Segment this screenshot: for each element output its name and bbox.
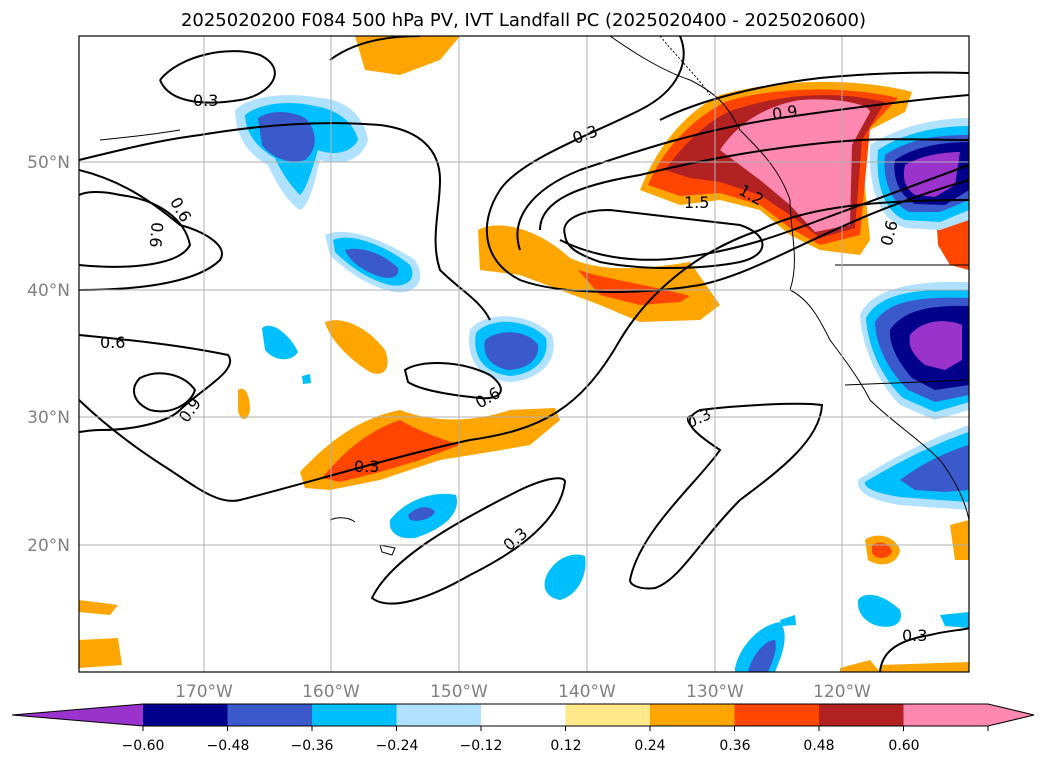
contour-label: 0.6 bbox=[472, 383, 504, 412]
lat-label: 30°N bbox=[27, 408, 70, 428]
contour-label: 0.6 bbox=[877, 218, 902, 248]
contour-label: 0.9 bbox=[771, 101, 799, 123]
lon-label: 160°W bbox=[302, 682, 360, 702]
colorbar-segment bbox=[481, 704, 566, 726]
colorbar-extend-min bbox=[12, 704, 143, 726]
colorbar-tick-label: −0.24 bbox=[376, 738, 419, 754]
lon-label: 150°W bbox=[430, 682, 488, 702]
map-frame bbox=[78, 35, 970, 673]
map-field: 0.3 0.3 0.9 1.5 1.2 0.6 0.6 0.6 0.6 0.9 … bbox=[79, 36, 969, 672]
contour-label: 0.6 bbox=[146, 221, 167, 248]
contour-label: 0.3 bbox=[499, 524, 531, 555]
colorbar bbox=[11, 703, 1035, 731]
contour-label: 0.3 bbox=[354, 457, 379, 476]
lat-label: 40°N bbox=[27, 281, 70, 301]
lon-label: 120°W bbox=[813, 682, 871, 702]
colorbar-tick-label: 0.60 bbox=[888, 738, 919, 754]
colorbar-tick-label: −0.36 bbox=[291, 738, 334, 754]
lon-label: 140°W bbox=[558, 682, 616, 702]
colorbar-tick-label: −0.12 bbox=[460, 738, 503, 754]
colorbar-segment bbox=[312, 704, 397, 726]
colorbar-tick-label: −0.48 bbox=[207, 738, 250, 754]
contour-label: 1.5 bbox=[684, 193, 709, 212]
colorbar-tick-label: −0.60 bbox=[122, 738, 165, 754]
contour-label: 0.9 bbox=[175, 394, 205, 426]
colorbar-segment bbox=[903, 704, 989, 726]
colorbar-segment bbox=[227, 704, 313, 726]
colorbar-tick-label: 0.36 bbox=[719, 738, 750, 754]
lat-label: 50°N bbox=[27, 153, 70, 173]
map-title: 2025020200 F084 500 hPa PV, IVT Landfall… bbox=[180, 10, 867, 31]
contour-label: 0.6 bbox=[100, 333, 125, 352]
colorbar-segment bbox=[143, 704, 228, 726]
lon-label: 170°W bbox=[175, 682, 233, 702]
contour-label: 0.3 bbox=[193, 91, 218, 110]
colorbar-segment bbox=[819, 704, 904, 726]
contour-label: 0.3 bbox=[902, 626, 927, 645]
colorbar-tick-label: 0.12 bbox=[550, 738, 581, 754]
colorbar-segment bbox=[734, 704, 820, 726]
contour-label: 0.3 bbox=[570, 121, 600, 148]
colorbar-tick-label: 0.24 bbox=[634, 738, 665, 754]
lon-label: 130°W bbox=[686, 682, 744, 702]
colorbar-extend-max bbox=[988, 704, 1034, 726]
lat-label: 20°N bbox=[27, 536, 70, 556]
colorbar-segment bbox=[396, 704, 482, 726]
colorbar-segment bbox=[565, 704, 651, 726]
contour-label: 0.6 bbox=[166, 194, 195, 226]
gridlines bbox=[79, 36, 969, 672]
colorbar-tick-label: 0.48 bbox=[803, 738, 834, 754]
colorbar-ticks: −0.60 −0.48 −0.36 −0.24 −0.12 0.12 0.24 … bbox=[122, 738, 920, 754]
colorbar-segment bbox=[650, 704, 735, 726]
